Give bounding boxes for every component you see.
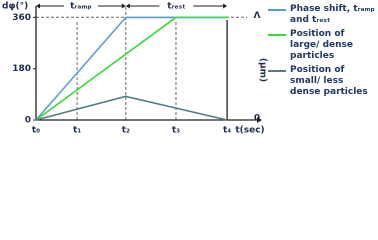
x-axis-arrow (257, 117, 262, 123)
y-axis-label: dφ(°) (2, 2, 28, 12)
legend-label: Position of large/ dense particles (290, 29, 353, 61)
x-tick-label: t₁ (73, 126, 81, 136)
annotation: tᵣₐₘₚ (70, 2, 92, 12)
annotation: tᵣₑₛₜ (167, 2, 185, 12)
legend-item: Phase shift, tᵣₐₘₚ and tᵣₑₛₜ (268, 4, 376, 26)
label-bg (63, 0, 98, 12)
legend-item: Position of small/ less dense particles (268, 65, 376, 98)
legend-swatch (268, 70, 286, 72)
chart: dφ(°) t(sec) (µm) t₀t₁t₂t₃t₄0Λ0180360tᵣₐ… (2, 0, 268, 136)
figure: dφ(°) t(sec) (µm) t₀t₁t₂t₃t₄0Λ0180360tᵣₐ… (2, 0, 376, 136)
y-tick-label: 180 (12, 64, 31, 74)
x-tick-label: t₄ (223, 126, 231, 136)
y-tick-label: 0 (25, 116, 31, 126)
legend-swatch (268, 9, 286, 11)
x-axis-label: t(sec) (235, 126, 264, 136)
legend-item: Position of large/ dense particles (268, 29, 376, 62)
y-tick-label: 360 (12, 13, 31, 23)
x-tick-label: t₂ (122, 126, 130, 136)
legend-label: Position of small/ less dense particles (290, 65, 368, 97)
y2-tick-label: Λ (254, 11, 261, 21)
series-line (35, 95, 228, 121)
series-line (35, 16, 228, 121)
legend-swatch (268, 34, 286, 36)
legend: Phase shift, tᵣₐₘₚ and tᵣₑₛₜ Position of … (268, 4, 376, 101)
x-tick-label: t₃ (172, 126, 180, 136)
y2-axis-label: (µm) (258, 58, 268, 82)
legend-label: Phase shift, tᵣₐₘₚ and tᵣₑₛₜ (290, 4, 375, 25)
label-bg (159, 0, 194, 12)
series-line (35, 16, 228, 121)
x-tick-label: t₀ (32, 126, 40, 136)
